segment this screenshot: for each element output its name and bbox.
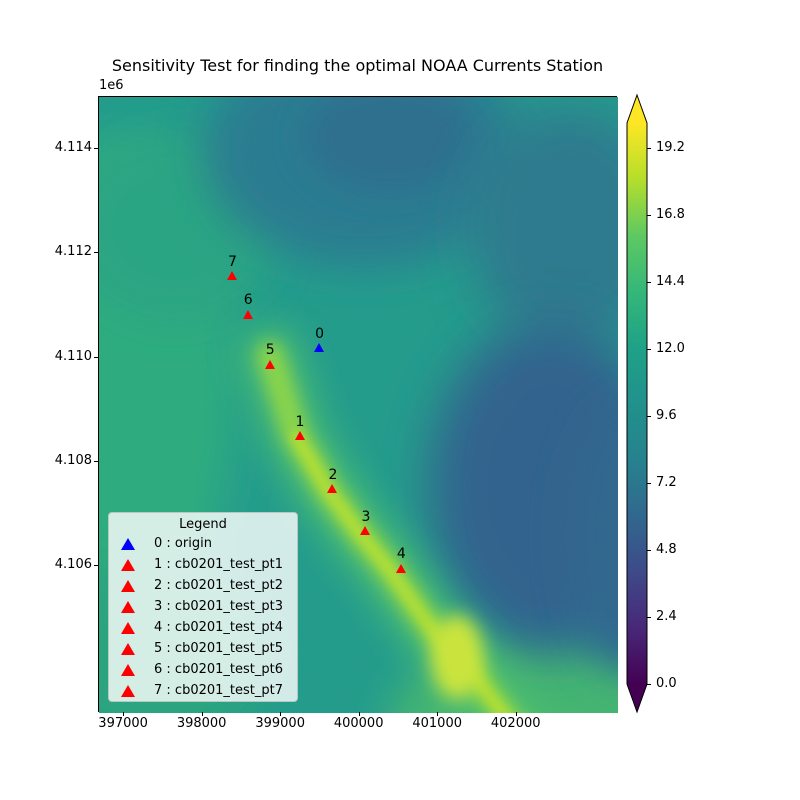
ridge-band <box>290 430 510 713</box>
contour-region <box>569 404 618 670</box>
marker-label: 3 <box>361 508 371 525</box>
colorbar-over-arrow <box>627 95 647 123</box>
legend-entry-label: 7 : cb0201_test_pt7 <box>154 683 283 698</box>
x-axis-tick-label: 399000 <box>255 716 305 731</box>
colorbar-tick <box>647 215 651 217</box>
colorbar-svg <box>626 93 648 714</box>
contour-map-svg <box>99 97 618 713</box>
x-axis-tick <box>123 712 125 716</box>
legend-triangle-icon <box>121 621 135 634</box>
marker-label: 1 <box>295 413 305 430</box>
y-axis-tick-label: 4.108 <box>54 452 92 468</box>
colorbar-outline <box>626 93 648 714</box>
colorbar-tick <box>647 416 651 418</box>
x-axis-tick-label: 398000 <box>176 716 227 731</box>
plot-area: 0 1 2 3 4 5 6 7 Legend 0 : origin 1 : cb0201_tes… <box>98 96 618 713</box>
colorbar-tick-label: 4.8 <box>656 542 677 558</box>
legend-entry-label: 1 : cb0201_test_pt1 <box>154 557 283 572</box>
x-axis-tick-label: 397000 <box>98 716 148 731</box>
colorbar-tick-label: 12.0 <box>656 341 685 357</box>
legend-triangle-icon <box>121 642 135 655</box>
y-axis-tick <box>94 460 98 462</box>
contour-region <box>429 322 618 652</box>
ridge-hotspot <box>431 615 483 699</box>
legend-triangle-icon <box>121 537 135 550</box>
triangle-marker-icon <box>314 343 325 353</box>
legend-triangle-icon <box>121 600 135 613</box>
x-axis-tick <box>201 712 203 716</box>
colorbar-gradient <box>627 123 647 684</box>
legend-row: 6 : cb0201_test_pt6 <box>109 659 297 680</box>
colorbar-tick-label: 9.6 <box>656 408 677 424</box>
colorbar-tick <box>647 617 651 618</box>
triangle-marker-icon <box>360 526 371 536</box>
colorbar-tick-label: 19.2 <box>656 140 685 156</box>
legend-entry-label: 6 : cb0201_test_pt6 <box>154 662 283 677</box>
legend-triangle-icon <box>121 684 135 697</box>
triangle-marker-icon <box>226 271 237 281</box>
x-axis-tick-label: 402000 <box>490 716 541 731</box>
y-axis-tick <box>94 148 98 150</box>
colorbar-tick <box>647 550 651 552</box>
colorbar-tick <box>647 349 651 351</box>
legend-row: 2 : cb0201_test_pt2 <box>109 575 297 596</box>
y-axis-tick <box>94 356 98 358</box>
colorbar-under-arrow <box>627 684 647 712</box>
legend-entry-label: 3 : cb0201_test_pt3 <box>154 599 283 614</box>
colorbar-tick-label: 0.0 <box>656 676 677 691</box>
legend-entry-label: 0 : origin <box>154 536 212 551</box>
x-axis-tick-label: 401000 <box>412 716 463 731</box>
marker-label: 6 <box>243 292 253 309</box>
marker-label: 2 <box>328 466 338 483</box>
legend-row: 3 : cb0201_test_pt3 <box>109 596 297 617</box>
legend-title: Legend <box>179 517 227 532</box>
legend-row: 0 : origin <box>109 533 297 554</box>
legend-triangle-icon <box>121 558 135 571</box>
legend-row: 4 : cb0201_test_pt4 <box>109 617 297 638</box>
legend-row: 7 : cb0201_test_pt7 <box>109 680 297 701</box>
x-axis-tick <box>437 712 439 716</box>
triangle-marker-icon <box>327 484 338 494</box>
legend-triangle-icon <box>121 579 135 592</box>
legend-row: 1 : cb0201_test_pt1 <box>109 554 297 575</box>
x-axis-tick <box>280 712 282 716</box>
legend-entry-label: 5 : cb0201_test_pt5 <box>154 641 283 656</box>
legend-box: Legend 0 : origin 1 : cb0201_test_pt1 2 : … <box>108 512 298 702</box>
x-axis-tick <box>515 712 517 716</box>
legend-entry-label: 2 : cb0201_test_pt2 <box>154 578 283 593</box>
y-axis-tick-label: 4.110 <box>54 348 92 364</box>
legend-entries: 0 : origin 1 : cb0201_test_pt1 2 : cb0201_… <box>109 533 297 701</box>
y-axis-tick-label: 4.106 <box>54 557 92 573</box>
chart-title: Sensitivity Test for finding the optimal… <box>111 56 604 75</box>
colorbar-tick-label: 14.4 <box>656 274 685 290</box>
legend-row: 5 : cb0201_test_pt5 <box>109 638 297 659</box>
colorbar-tick-label: 16.8 <box>656 207 685 223</box>
legend-entry-label: 4 : cb0201_test_pt4 <box>154 620 283 635</box>
triangle-marker-icon <box>264 359 275 369</box>
contour-region <box>469 107 618 347</box>
colorbar-tick <box>647 483 651 485</box>
marker-label: 0 <box>315 325 325 342</box>
colorbar-tick-label: 7.2 <box>656 475 677 491</box>
triangle-marker-icon <box>395 563 406 573</box>
y-axis-tick-label: 4.112 <box>54 244 92 260</box>
colorbar-tick <box>647 684 651 685</box>
y-axis-tick <box>94 252 98 254</box>
y-axis-tick-label: 4.114 <box>54 140 92 156</box>
x-axis-tick-label: 400000 <box>333 716 384 731</box>
marker-label: 7 <box>228 253 237 270</box>
y-axis-offset-label: 1e6 <box>99 78 124 93</box>
triangle-marker-icon <box>294 431 305 441</box>
legend-triangle-icon <box>121 663 135 676</box>
colorbar-tick <box>647 148 651 150</box>
colorbar-tick <box>647 282 651 284</box>
triangle-marker-icon <box>242 309 253 319</box>
contour-region <box>304 97 474 192</box>
x-axis-tick <box>358 712 360 716</box>
y-axis-tick <box>94 565 98 567</box>
marker-label: 4 <box>396 546 406 563</box>
marker-label: 5 <box>265 342 275 359</box>
colorbar-tick-label: 2.4 <box>656 609 677 624</box>
